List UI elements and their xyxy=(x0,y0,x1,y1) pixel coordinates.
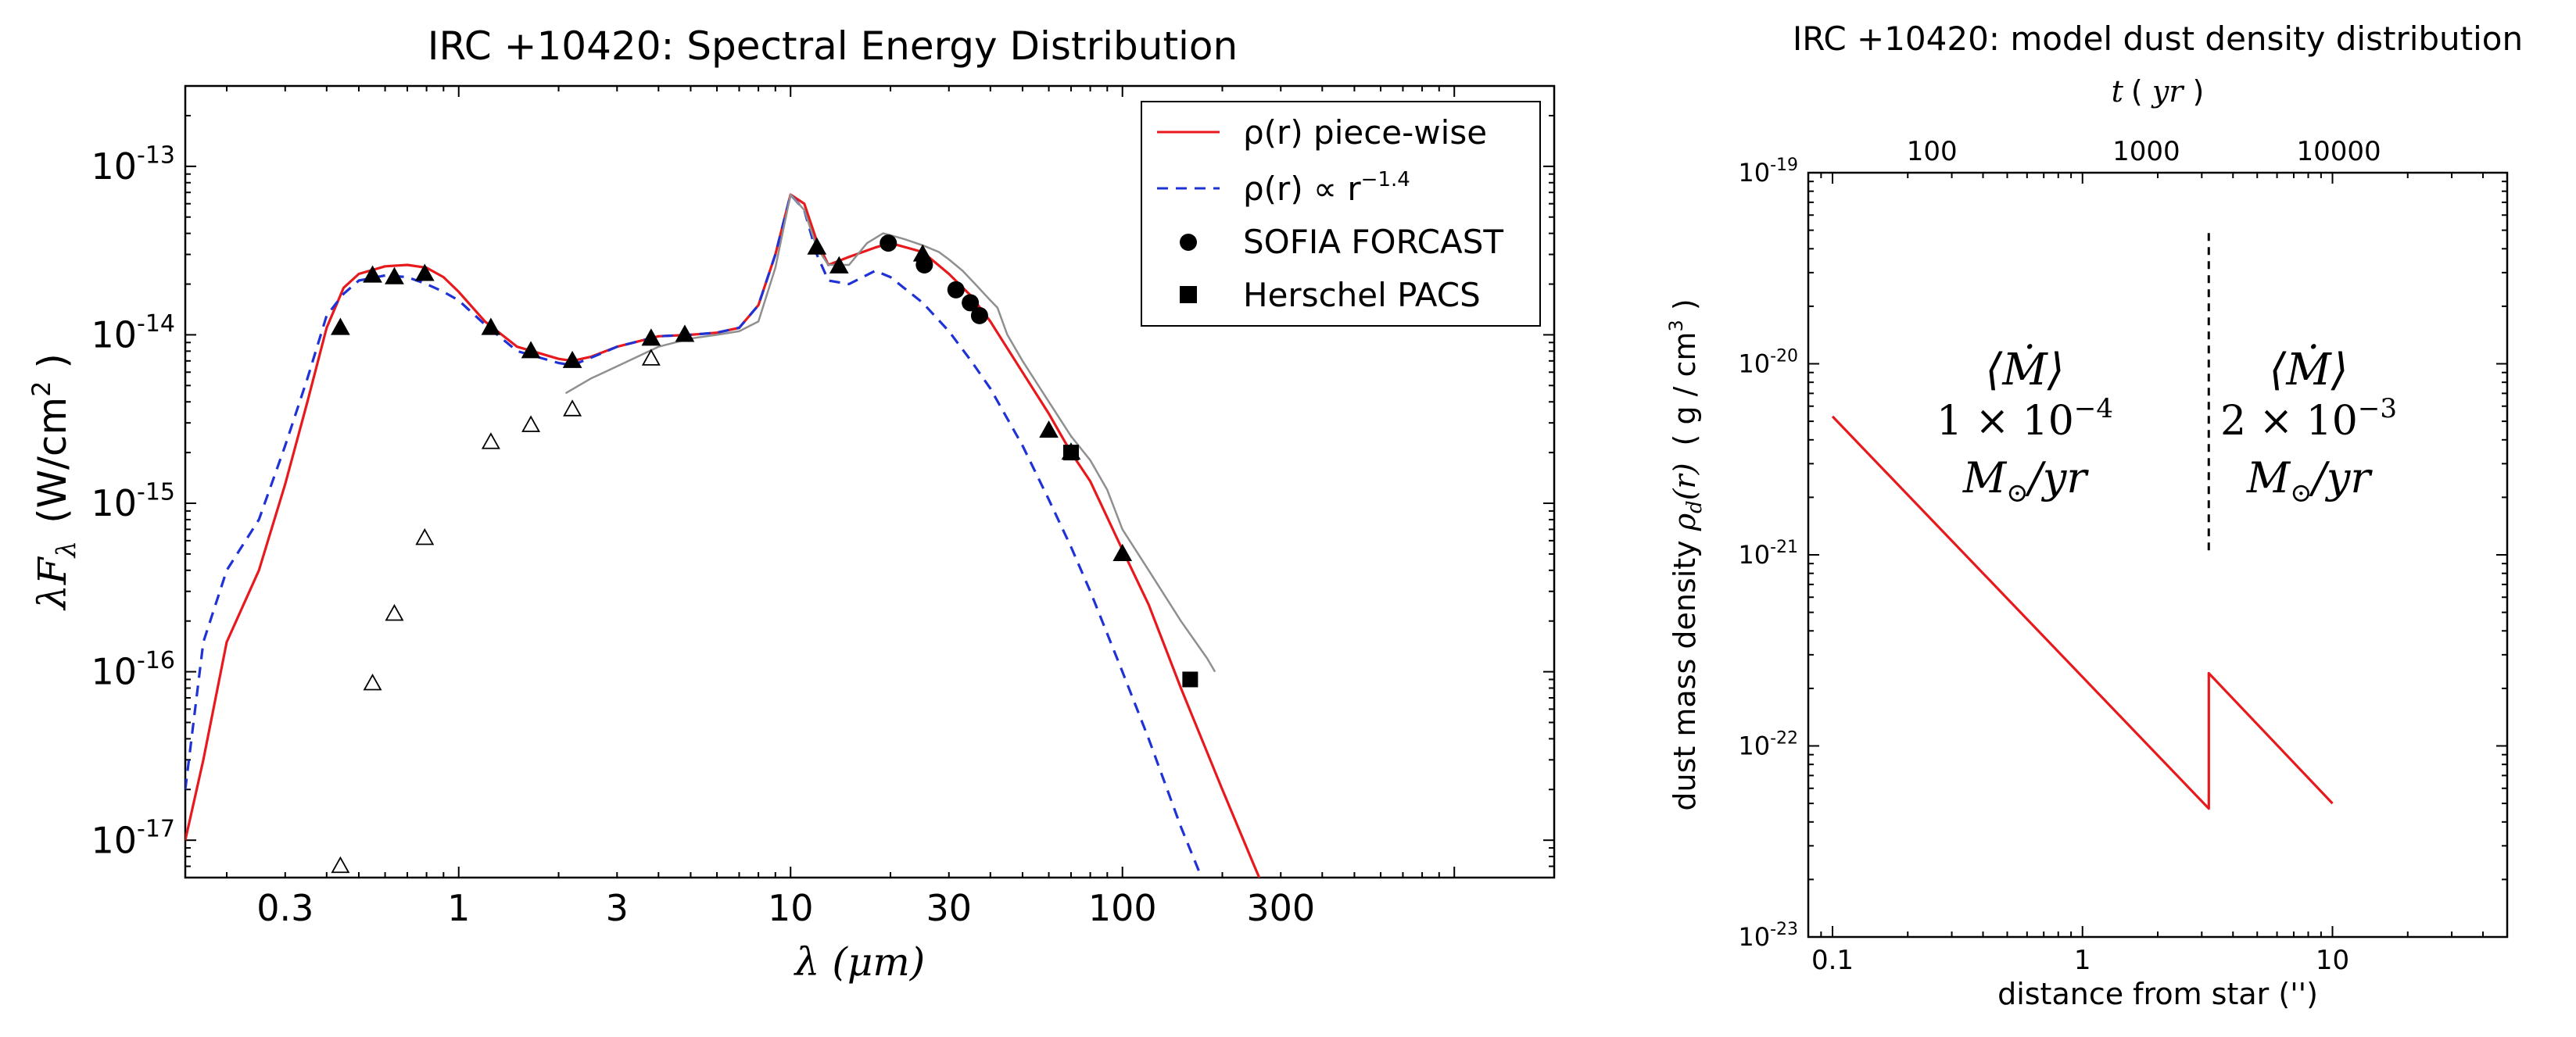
series-line xyxy=(185,193,1261,878)
legend-label-pacs: Herschel PACS xyxy=(1243,276,1481,314)
density-annotation-right: ⟨Ṁ⟩ 2 × 10−3 M⊙/yr xyxy=(2220,344,2397,509)
series-line xyxy=(1831,415,2334,810)
y-tick-label: 10-21 xyxy=(1738,538,1798,570)
data-point xyxy=(1112,543,1133,562)
x-tick-label: 0.3 xyxy=(256,887,313,929)
data-point xyxy=(331,856,350,874)
top-tick-label: 100 xyxy=(1907,136,1958,167)
sed-series-layer xyxy=(185,193,1261,878)
data-point xyxy=(521,415,541,432)
data-point xyxy=(414,263,435,281)
density-top-tick-labels: 100 1000 10000 xyxy=(1907,136,2381,167)
data-point xyxy=(675,324,695,342)
data-point xyxy=(415,527,435,545)
mdot-label-left: ⟨Ṁ⟩ xyxy=(1985,344,2064,395)
data-point xyxy=(481,432,500,449)
density-y-tick-labels: 10-23 10-22 10-21 10-20 10-19 xyxy=(1738,156,1798,952)
sed-title: IRC +10420: Spectral Energy Distribution xyxy=(428,23,1238,69)
sed-plot-frame xyxy=(184,84,1556,879)
legend-label-piecewise: ρ(r) piece-wise xyxy=(1243,113,1487,152)
data-point xyxy=(1062,445,1079,461)
x-tick-label: 100 xyxy=(1088,887,1157,929)
sed-legend: ρ(r) piece-wise ρ(r) ∝ r−1.4 SOFIA FORCA… xyxy=(1141,101,1541,327)
y-tick-label: 10-20 xyxy=(1738,346,1798,378)
series-line xyxy=(564,193,1216,673)
mdot-value-left: 1 × 10−4 xyxy=(1936,393,2113,445)
y-tick-label: 10-23 xyxy=(1738,920,1798,952)
x-tick-label: 10 xyxy=(768,887,814,929)
data-point xyxy=(363,673,382,691)
x-tick-label: 10 xyxy=(2316,945,2349,976)
data-point xyxy=(1182,671,1198,688)
data-point xyxy=(641,349,661,366)
data-point xyxy=(562,350,582,368)
x-tick-label: 300 xyxy=(1246,887,1315,929)
density-plot-frame xyxy=(1807,171,2509,939)
y-tick-label: 10-19 xyxy=(1738,156,1798,188)
x-tick-label: 1 xyxy=(2074,945,2091,976)
data-point xyxy=(481,317,501,335)
data-point xyxy=(331,317,350,335)
data-point xyxy=(641,328,661,346)
density-title: IRC +10420: model dust density distribut… xyxy=(1793,20,2523,58)
data-point xyxy=(385,603,404,621)
sed-x-label: λ (μm) xyxy=(794,939,926,985)
legend-circle-marker xyxy=(1180,234,1197,251)
data-point xyxy=(970,306,988,324)
data-point xyxy=(880,234,897,252)
density-x-tick-labels: 0.1 1 10 xyxy=(1811,945,2349,976)
density-y-label: dust mass density ρd(r)( g / cm3 ) xyxy=(1665,299,1707,810)
density-top-axis-label: t( yr ) xyxy=(2112,74,2205,109)
legend-square-marker xyxy=(1180,286,1197,303)
y-tick-label: 10-16 xyxy=(91,647,175,693)
data-point xyxy=(521,341,541,359)
mdot-value-right: 2 × 10−3 xyxy=(2220,393,2397,445)
series-line xyxy=(185,193,1203,878)
y-tick-label: 10-13 xyxy=(91,141,175,188)
density-series-layer xyxy=(1831,233,2334,810)
density-chart: IRC +10420: model dust density distribut… xyxy=(1665,20,2523,1011)
data-point xyxy=(829,256,849,274)
x-tick-label: 0.1 xyxy=(1811,945,1854,976)
top-tick-label: 10000 xyxy=(2297,136,2381,167)
mdot-unit-left: M⊙/yr xyxy=(1962,453,2089,509)
y-tick-label: 10-22 xyxy=(1738,728,1798,760)
sed-legend-box xyxy=(1141,101,1541,327)
sed-chart: IRC +10420: Spectral Energy Distribution… xyxy=(27,23,1556,985)
sed-ticks xyxy=(185,86,1555,878)
data-point xyxy=(385,266,404,284)
y-tick-label: 10-14 xyxy=(91,310,175,356)
x-tick-label: 1 xyxy=(447,887,470,929)
data-point xyxy=(807,237,827,255)
data-point xyxy=(915,256,933,274)
density-ticks xyxy=(1807,172,2508,938)
data-point xyxy=(363,265,382,283)
mdot-label-right: ⟨Ṁ⟩ xyxy=(2269,344,2348,395)
x-tick-label: 3 xyxy=(606,887,629,929)
y-tick-label: 10-15 xyxy=(91,478,175,524)
mdot-unit-right: M⊙/yr xyxy=(2246,453,2373,509)
density-x-label: distance from star ('') xyxy=(1997,977,2318,1011)
sed-y-tick-labels: 10-17 10-16 10-15 10-14 10-13 xyxy=(91,141,175,861)
sed-x-tick-labels: 0.3 1 3 10 30 100 300 xyxy=(256,887,1315,929)
top-tick-label: 1000 xyxy=(2112,136,2180,167)
data-point xyxy=(563,399,582,417)
sed-y-label: λFλ(W/cm2 ) xyxy=(27,353,82,611)
data-point xyxy=(962,294,980,312)
legend-label-powerlaw: ρ(r) ∝ r−1.4 xyxy=(1243,168,1410,208)
y-tick-label: 10-17 xyxy=(91,816,175,862)
x-tick-label: 30 xyxy=(926,887,972,929)
legend-label-sofia: SOFIA FORCAST xyxy=(1243,223,1503,261)
data-point xyxy=(947,281,965,299)
density-annotation-left: ⟨Ṁ⟩ 1 × 10−4 M⊙/yr xyxy=(1936,344,2113,509)
data-point xyxy=(1039,420,1059,438)
